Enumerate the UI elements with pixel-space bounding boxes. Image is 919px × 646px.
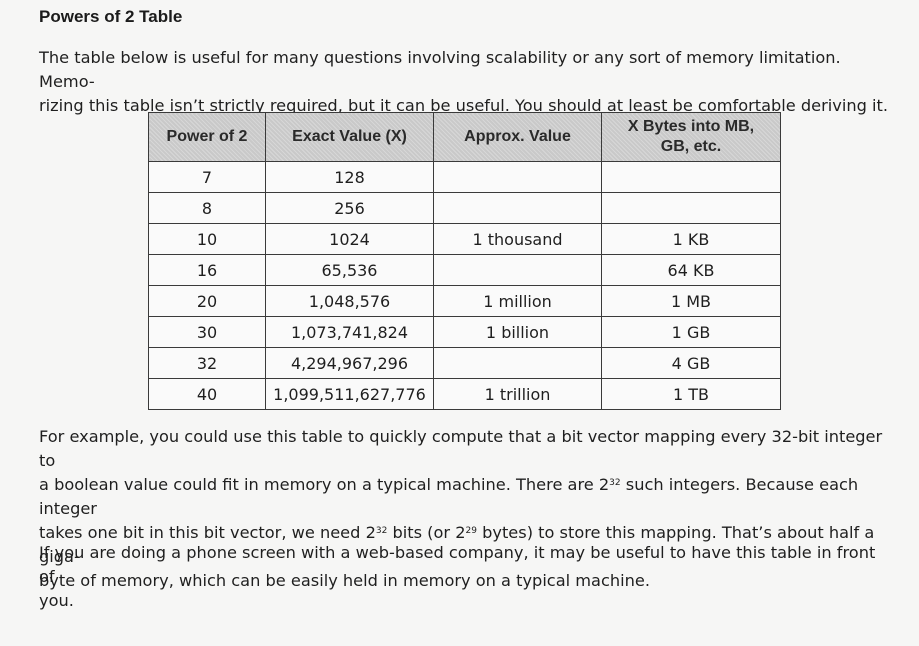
closing-line-2: you. (39, 591, 74, 610)
cell-approx-value: 1 million (433, 285, 602, 317)
cell-approx-value (433, 192, 602, 224)
cell-power: 10 (148, 223, 266, 255)
intro-paragraph: The table below is useful for many quest… (39, 46, 894, 118)
cell-exact-value: 128 (265, 161, 434, 193)
intro-line-2: rizing this table isn’t strictly require… (39, 96, 889, 115)
cell-power: 16 (148, 254, 266, 286)
cell-approx-value (433, 347, 602, 379)
cell-bytes-units: 1 TB (601, 378, 781, 410)
cell-power: 7 (148, 161, 266, 193)
cell-approx-value: 1 billion (433, 316, 602, 348)
intro-line-1: The table below is useful for many quest… (39, 48, 841, 91)
cell-power: 8 (148, 192, 266, 224)
header-power-of-2: Power of 2 (148, 112, 266, 162)
cell-exact-value: 1024 (265, 223, 434, 255)
header-bytes-units: X Bytes into MB, GB, etc. (601, 112, 781, 162)
cell-approx-value (433, 254, 602, 286)
table-row: 7 128 (148, 161, 781, 193)
exponent: 32 (609, 478, 621, 488)
example-line-4: byte of memory, which can be easily held… (39, 571, 650, 590)
table-row: 16 65,536 64 KB (148, 254, 781, 286)
cell-bytes-units: 1 GB (601, 316, 781, 348)
example-line-2b: such integers. Because each integer (39, 475, 859, 518)
table-row: 20 1,048,576 1 million 1 MB (148, 285, 781, 317)
header-bytes-units-line-2: GB, etc. (660, 138, 722, 155)
cell-exact-value: 256 (265, 192, 434, 224)
table-row: 8 256 (148, 192, 781, 224)
cell-power: 20 (148, 285, 266, 317)
exponent: 29 (465, 526, 477, 536)
header-approx-value: Approx. Value (433, 112, 602, 162)
example-line-3c: bytes) to store this mapping. That’s abo… (39, 523, 875, 566)
powers-of-2-table: Power of 2 Exact Value (X) Approx. Value… (148, 112, 781, 410)
cell-bytes-units (601, 161, 781, 193)
example-line-1: For example, you could use this table to… (39, 427, 883, 470)
cell-exact-value: 4,294,967,296 (265, 347, 434, 379)
closing-paragraph: If you are doing a phone screen with a w… (39, 541, 894, 613)
table-row: 40 1,099,511,627,776 1 trillion 1 TB (148, 378, 781, 410)
cell-power: 32 (148, 347, 266, 379)
table-row: 10 1024 1 thousand 1 KB (148, 223, 781, 255)
cell-approx-value: 1 thousand (433, 223, 602, 255)
table-row: 30 1,073,741,824 1 billion 1 GB (148, 316, 781, 348)
cell-power: 30 (148, 316, 266, 348)
cell-approx-value: 1 trillion (433, 378, 602, 410)
cell-exact-value: 1,099,511,627,776 (265, 378, 434, 410)
cell-bytes-units (601, 192, 781, 224)
header-exact-value: Exact Value (X) (265, 112, 434, 162)
example-line-3b: bits (or 2 (387, 523, 466, 542)
cell-bytes-units: 1 MB (601, 285, 781, 317)
section-heading: Powers of 2 Table (39, 7, 183, 26)
cell-approx-value (433, 161, 602, 193)
cell-exact-value: 1,073,741,824 (265, 316, 434, 348)
cell-power: 40 (148, 378, 266, 410)
cell-bytes-units: 4 GB (601, 347, 781, 379)
table-header-row: Power of 2 Exact Value (X) Approx. Value… (148, 112, 781, 162)
closing-line-1: If you are doing a phone screen with a w… (39, 543, 876, 586)
cell-bytes-units: 1 KB (601, 223, 781, 255)
example-paragraph: For example, you could use this table to… (39, 425, 894, 593)
header-bytes-units-line-1: X Bytes into MB, (627, 118, 755, 135)
table-row: 32 4,294,967,296 4 GB (148, 347, 781, 379)
example-line-3a: takes one bit in this bit vector, we nee… (39, 523, 376, 542)
cell-exact-value: 1,048,576 (265, 285, 434, 317)
example-line-2a: a boolean value could fit in memory on a… (39, 475, 610, 494)
exponent: 32 (375, 526, 388, 536)
cell-exact-value: 65,536 (265, 254, 434, 286)
cell-bytes-units: 64 KB (601, 254, 781, 286)
